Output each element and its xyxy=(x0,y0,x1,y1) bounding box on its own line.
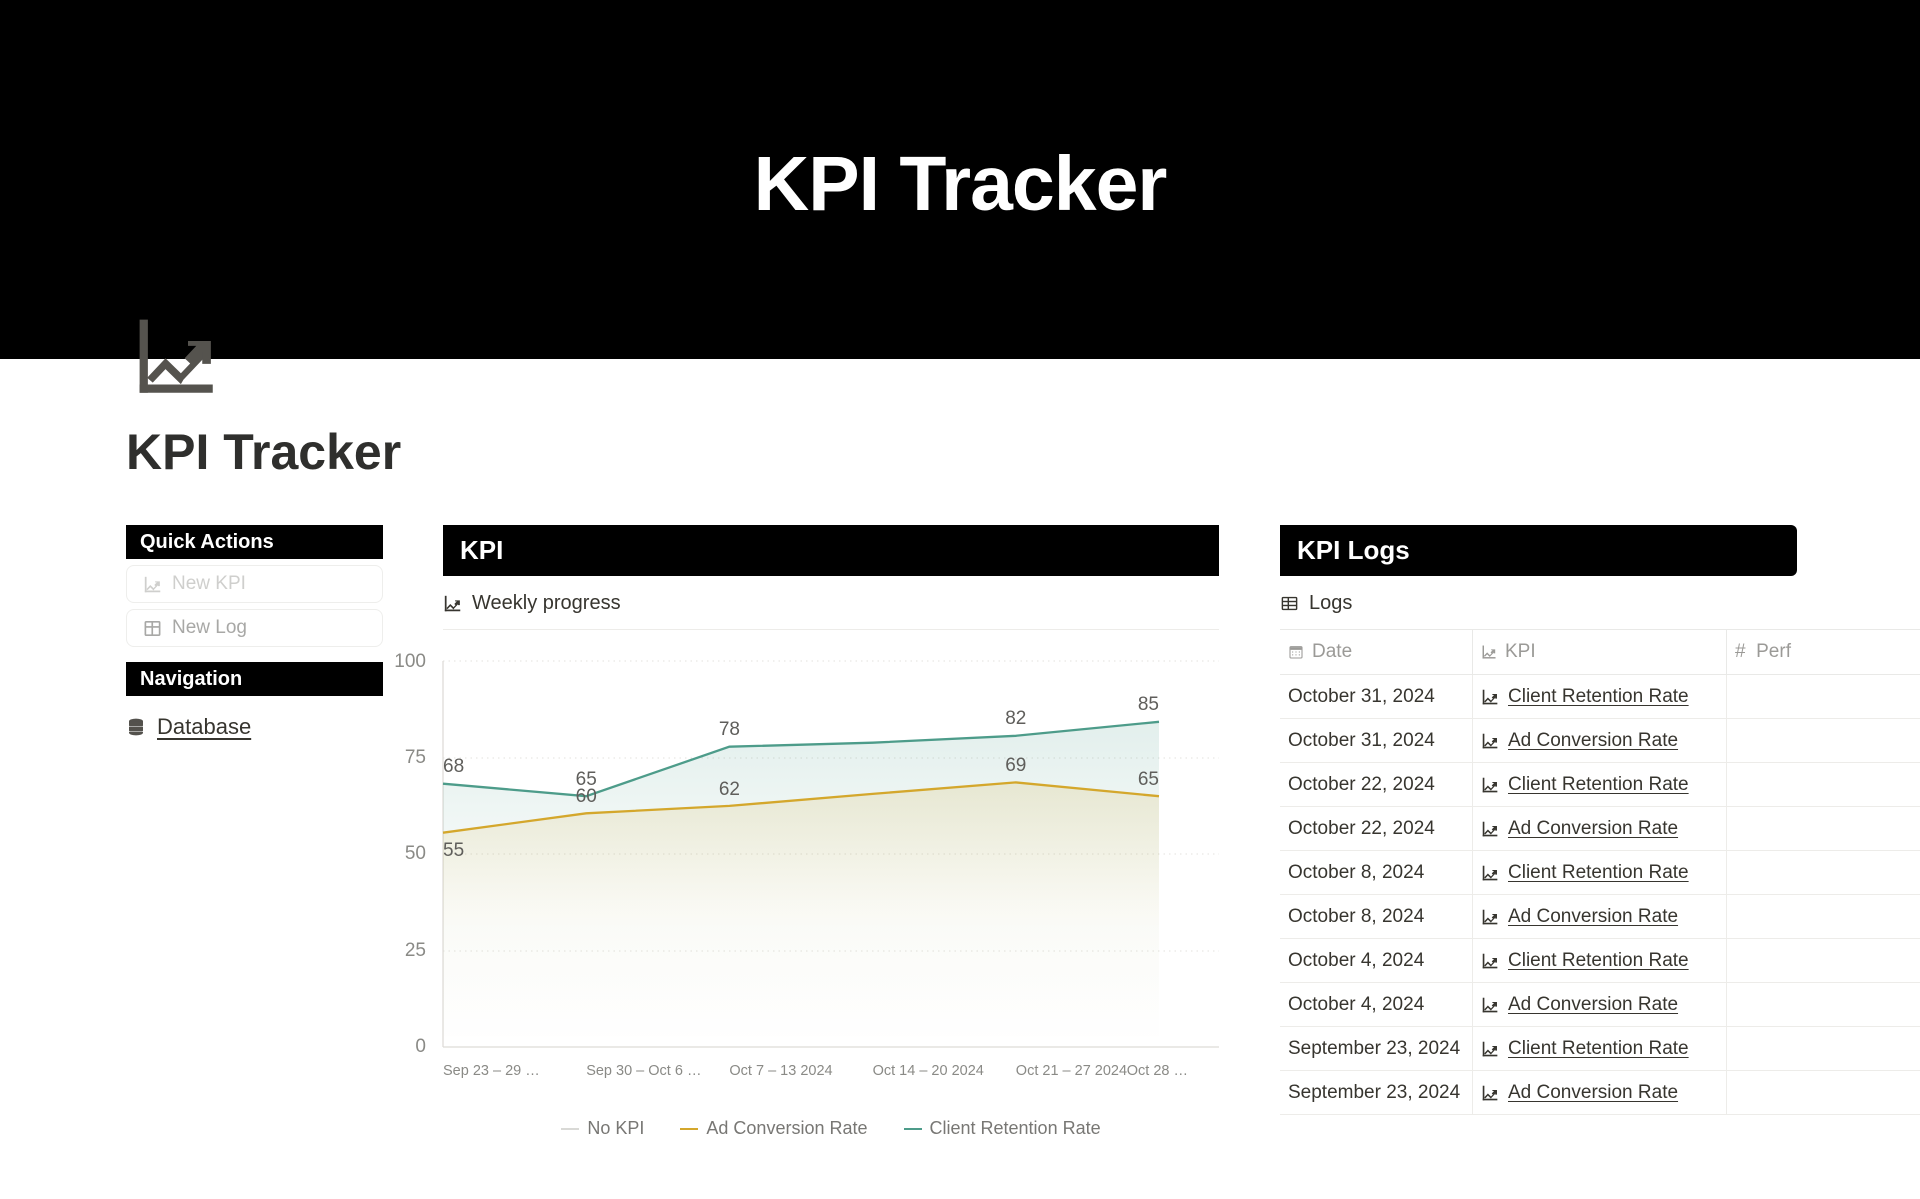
svg-text:78: 78 xyxy=(719,719,740,740)
svg-text:69: 69 xyxy=(1005,755,1026,776)
svg-text:0: 0 xyxy=(415,1036,426,1057)
svg-text:50: 50 xyxy=(405,843,426,864)
svg-text:Oct 28 …: Oct 28 … xyxy=(1127,1063,1188,1079)
svg-text:Sep 23 – 29 …: Sep 23 – 29 … xyxy=(443,1063,540,1079)
svg-text:55: 55 xyxy=(443,840,464,861)
svg-text:25: 25 xyxy=(405,940,426,961)
svg-text:85: 85 xyxy=(1138,694,1159,715)
svg-text:Sep 30 – Oct 6 …: Sep 30 – Oct 6 … xyxy=(586,1063,701,1079)
svg-text:75: 75 xyxy=(405,747,426,768)
svg-text:68: 68 xyxy=(443,756,464,777)
svg-text:100: 100 xyxy=(394,651,426,672)
svg-text:Oct 7 – 13 2024: Oct 7 – 13 2024 xyxy=(729,1063,832,1079)
svg-text:62: 62 xyxy=(719,779,740,800)
svg-text:65: 65 xyxy=(1138,769,1159,790)
svg-text:Oct 14 – 20 2024: Oct 14 – 20 2024 xyxy=(873,1063,984,1079)
svg-text:60: 60 xyxy=(576,786,597,807)
svg-text:Oct 21 – 27 2024: Oct 21 – 27 2024 xyxy=(1016,1063,1127,1079)
svg-text:82: 82 xyxy=(1005,708,1026,729)
